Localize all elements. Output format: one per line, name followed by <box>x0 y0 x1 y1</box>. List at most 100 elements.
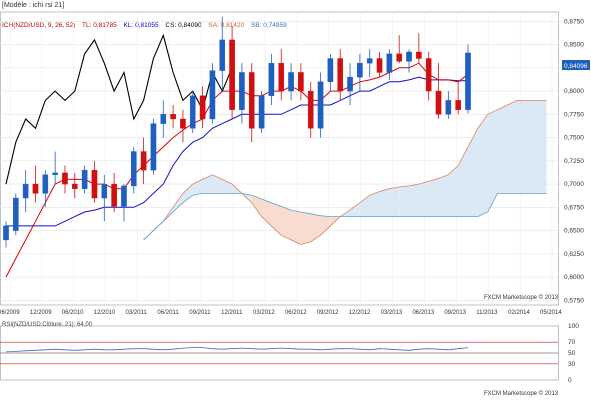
candle-body <box>425 58 432 92</box>
candle <box>229 25 235 119</box>
senkou-span-b <box>143 192 547 241</box>
candle-body <box>268 62 275 96</box>
candle-body <box>32 183 39 194</box>
candle-body <box>376 58 383 73</box>
candle <box>455 81 461 115</box>
candle-body <box>465 52 471 110</box>
x-tick-label: 12/2009 <box>30 310 52 316</box>
candle-body <box>111 183 117 207</box>
candle <box>366 49 373 78</box>
candle <box>130 146 137 194</box>
rsi-tick-label: 30 <box>568 361 576 368</box>
candle-body <box>455 100 461 110</box>
candle <box>435 63 442 119</box>
candle-body <box>337 58 344 92</box>
candle <box>357 53 363 92</box>
candle <box>91 160 98 203</box>
candle <box>406 49 412 73</box>
rsi-tick-label: 100 <box>568 323 579 330</box>
x-tick-label: 12/2010 <box>94 310 116 316</box>
candle <box>72 172 78 199</box>
legend-sa: SA: 0,81420 <box>208 22 245 29</box>
candle-body <box>416 51 422 59</box>
candle-body <box>81 169 88 189</box>
x-tick-label: 03/2012 <box>253 310 275 316</box>
candlesticks <box>3 16 471 248</box>
candle <box>180 109 186 143</box>
candle-body <box>357 62 363 78</box>
cloud-segment <box>300 211 311 245</box>
candle <box>199 86 206 129</box>
cloud-segment <box>458 146 468 217</box>
x-tick-label: 09/2011 <box>189 310 211 316</box>
candle <box>22 170 29 212</box>
y-tick-label: 0,7750 <box>564 111 584 118</box>
candle-body <box>298 72 304 92</box>
cloud-segment <box>477 114 488 217</box>
candle-body <box>386 53 393 73</box>
y-tick-label: 0,6750 <box>564 204 584 211</box>
candle-body <box>288 72 294 92</box>
watermark-rsi: FXCM Marketscope © 2013 <box>484 391 559 397</box>
cloud-segment <box>291 210 301 245</box>
candle-body <box>180 118 186 129</box>
cloud-segment <box>526 100 537 194</box>
cloud-segment <box>428 178 439 217</box>
x-tick-label: 06/2009 <box>0 310 20 316</box>
candle <box>239 63 245 124</box>
x-tick-label: 12/2012 <box>349 310 371 316</box>
rsi-tick-label: 0 <box>568 377 572 384</box>
cloud-segment <box>507 100 518 194</box>
price-badge-text: 0,84096 <box>564 63 588 70</box>
candle <box>337 49 344 101</box>
y-tick-label: 0,8000 <box>564 88 584 95</box>
candle-body <box>219 39 226 71</box>
candle <box>32 165 39 203</box>
time-axis: 06/2009 12/2009 06/2010 12/2010 03/2011 06/20… <box>0 310 562 316</box>
candle-body <box>347 76 353 92</box>
candle-body <box>258 95 265 129</box>
cloud-segment <box>192 179 203 196</box>
watermark-main: FXCM Marketscope © 2013 <box>484 295 559 301</box>
candle <box>327 53 334 92</box>
candle <box>386 49 393 80</box>
x-tick-label: 06/2013 <box>412 310 434 316</box>
x-tick-label: 03/2013 <box>381 310 403 316</box>
candle <box>111 172 117 212</box>
x-tick-label: 02/2014 <box>508 310 530 316</box>
y-tick-label: 0,6250 <box>564 251 584 258</box>
cloud-segment <box>536 100 547 194</box>
x-tick-label: 09/2013 <box>444 310 466 316</box>
x-tick-label: 06/2012 <box>285 310 307 316</box>
y-tick-label: 0,8750 <box>564 18 584 25</box>
candle-body <box>396 53 402 62</box>
candle <box>396 35 402 64</box>
candle-body <box>91 169 98 199</box>
tenkan-line <box>5 62 469 278</box>
candle <box>150 118 157 175</box>
cloud-segment <box>271 202 282 236</box>
chikou-line <box>5 33 233 185</box>
rsi-tick-label: 50 <box>568 350 576 357</box>
rsi-line <box>5 347 469 353</box>
cloud-segment <box>487 109 498 212</box>
x-tick-label: 12/2011 <box>221 310 243 316</box>
cloud-segment <box>389 186 400 217</box>
candle-body <box>140 151 147 171</box>
candle-body <box>189 95 196 129</box>
cloud-segment <box>369 191 380 217</box>
x-tick-label: 06/2010 <box>62 310 84 316</box>
candle <box>189 91 196 133</box>
candle <box>258 91 265 133</box>
chart-template-title: [Modèle : ichi rsi 21] <box>2 2 65 9</box>
cloud-segment <box>517 100 527 194</box>
candle-body <box>101 183 108 199</box>
candle-body <box>209 70 216 120</box>
cloud-segment <box>468 128 478 217</box>
candle <box>160 100 167 138</box>
y-tick-label: 0,7250 <box>564 158 584 165</box>
candle <box>101 174 108 222</box>
x-tick-label: 05/2014 <box>540 310 562 316</box>
candle <box>42 170 49 208</box>
